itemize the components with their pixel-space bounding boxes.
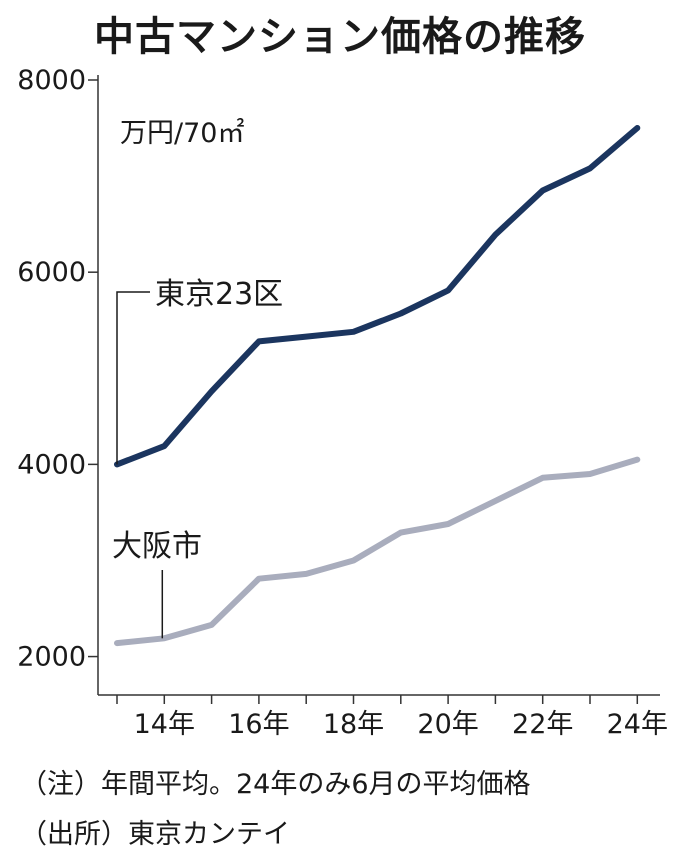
- x-tick-label: 16年: [228, 709, 289, 740]
- series-line-tokyo: [114, 125, 641, 468]
- footnote: （注）年間平均。24年のみ6月の平均価格: [20, 769, 531, 800]
- x-tick-label: 14年: [134, 709, 195, 740]
- x-tick-label: 20年: [417, 709, 478, 740]
- x-axis-ticks: 14年 16年 18年 20年 22年 24年: [116, 695, 668, 740]
- series-lines: [114, 125, 641, 647]
- y-tick-label: 2000: [17, 642, 86, 673]
- x-tick-label: 22年: [512, 709, 573, 740]
- source-note: （出所）東京カンテイ: [20, 819, 290, 850]
- series-label-tokyo: 東京23区: [155, 277, 283, 312]
- chart-axes: [97, 75, 660, 696]
- x-tick-label: 18年: [323, 709, 384, 740]
- y-tick-label: 8000: [17, 65, 86, 96]
- unit-label: 万円/70㎡: [120, 118, 244, 149]
- series-label-osaka: 大阪市: [112, 529, 202, 564]
- y-axis-ticks: 2000 4000 6000 8000: [17, 65, 98, 673]
- chart-title: 中古マンション価格の推移: [94, 14, 586, 60]
- x-tick-label: 24年: [607, 709, 668, 740]
- tokyo-leader-line: [116, 291, 150, 465]
- series-line-osaka: [114, 456, 641, 647]
- y-tick-label: 4000: [17, 449, 86, 480]
- y-tick-label: 6000: [17, 257, 86, 288]
